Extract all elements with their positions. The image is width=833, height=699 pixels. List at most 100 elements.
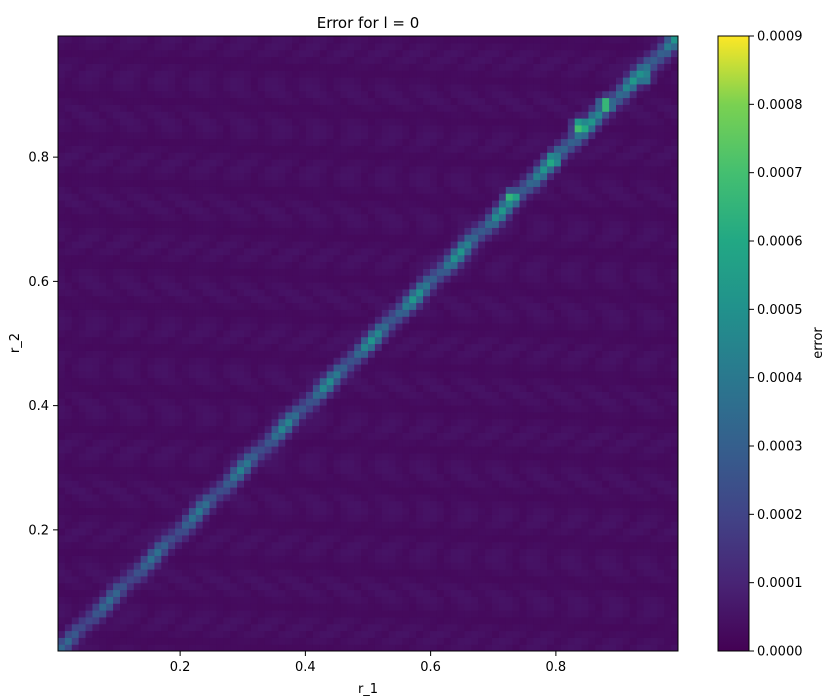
heatmap-cell [402,541,410,550]
heatmap-cell [223,418,231,427]
heatmap-cell [368,466,376,474]
heatmap-cell [175,275,183,283]
heatmap-cell [223,589,231,597]
heatmap-cell [161,118,169,126]
heatmap-cell [306,323,314,331]
heatmap-cell [326,323,335,331]
heatmap-cell [168,384,176,392]
heatmap-cell [312,193,321,201]
heatmap-cell [409,500,417,509]
heatmap-cell [306,575,314,584]
heatmap-cell [368,391,376,399]
heatmap-cell [381,165,390,174]
heatmap-cell [354,405,362,413]
heatmap-cell [257,623,266,632]
heatmap-cell [154,521,162,529]
heatmap-cell [409,295,417,304]
heatmap-cell [182,596,190,604]
heatmap-cell [381,247,390,256]
heatmap-cell [92,357,100,365]
heatmap-cell [368,452,376,461]
heatmap-cell [147,439,156,447]
heatmap-cell [271,391,280,399]
heatmap-cell [202,507,211,515]
heatmap-cell [237,193,245,201]
heatmap-cell [250,555,259,563]
heatmap-cell [140,172,149,181]
heatmap-cell [347,124,355,133]
heatmap-cell [168,343,176,351]
heatmap-cell [374,548,383,556]
heatmap-cell [361,206,369,215]
heatmap-cell [106,131,114,140]
heatmap-cell [223,459,231,468]
heatmap-cell [202,644,211,651]
heatmap-cell [257,138,266,146]
heatmap-cell [430,507,438,515]
heatmap-cell [120,159,128,167]
heatmap-cell [306,377,314,386]
heatmap-cell [78,569,87,577]
heatmap-cell [182,275,190,283]
heatmap-cell [409,206,417,215]
heatmap-cell [381,487,390,495]
heatmap-cell [209,36,218,44]
heatmap-cell [340,118,348,126]
heatmap-cell [257,200,266,208]
heatmap-cell [368,562,376,570]
heatmap-cell [299,309,307,317]
heatmap-cell [395,425,404,433]
heatmap-cell [64,582,73,591]
heatmap-cell [64,569,73,577]
heatmap-cell [92,131,100,140]
heatmap-cell [361,596,369,604]
heatmap-cell [223,534,231,543]
heatmap-cell [306,446,314,454]
heatmap-cell [92,165,100,174]
heatmap-cell [126,124,135,133]
heatmap-cell [106,172,114,181]
heatmap-cell [333,104,342,112]
heatmap-cell [133,514,142,522]
heatmap-cell [175,247,183,256]
heatmap-cell [58,138,66,146]
heatmap-cell [202,370,211,379]
heatmap-cell [147,452,156,461]
heatmap-cell [347,42,355,51]
heatmap-cell [374,534,383,543]
heatmap-cell [416,534,424,543]
heatmap-cell [237,569,245,577]
heatmap-cell [244,473,252,481]
heatmap-cell [333,534,342,543]
heatmap-cell [354,466,362,474]
heatmap-cell [106,227,114,235]
heatmap-cell [285,295,293,304]
heatmap-cell [395,452,404,461]
heatmap-cell [292,206,300,215]
heatmap-cell [436,452,445,461]
heatmap-cell [188,487,197,495]
heatmap-cell [168,316,176,324]
heatmap-cell [361,357,369,365]
heatmap-cell [257,596,266,604]
heatmap-cell [347,336,355,345]
heatmap-cell [340,350,348,358]
heatmap-cell [292,439,300,447]
heatmap-cell [306,165,314,174]
heatmap-cell [113,534,121,543]
heatmap-cell [216,56,224,64]
heatmap-cell [361,186,369,194]
heatmap-cell [188,637,197,645]
heatmap-cell [120,282,128,290]
heatmap-cell [182,206,190,215]
heatmap-cell [133,555,142,563]
heatmap-cell [430,459,438,468]
heatmap-cell [195,610,204,618]
heatmap-cell [423,241,431,249]
heatmap-cell [106,200,114,208]
heatmap-cell [188,193,197,201]
heatmap-cell [64,459,73,468]
heatmap-cell [285,77,293,85]
heatmap-cell [416,343,424,351]
heatmap-cell [161,637,169,645]
